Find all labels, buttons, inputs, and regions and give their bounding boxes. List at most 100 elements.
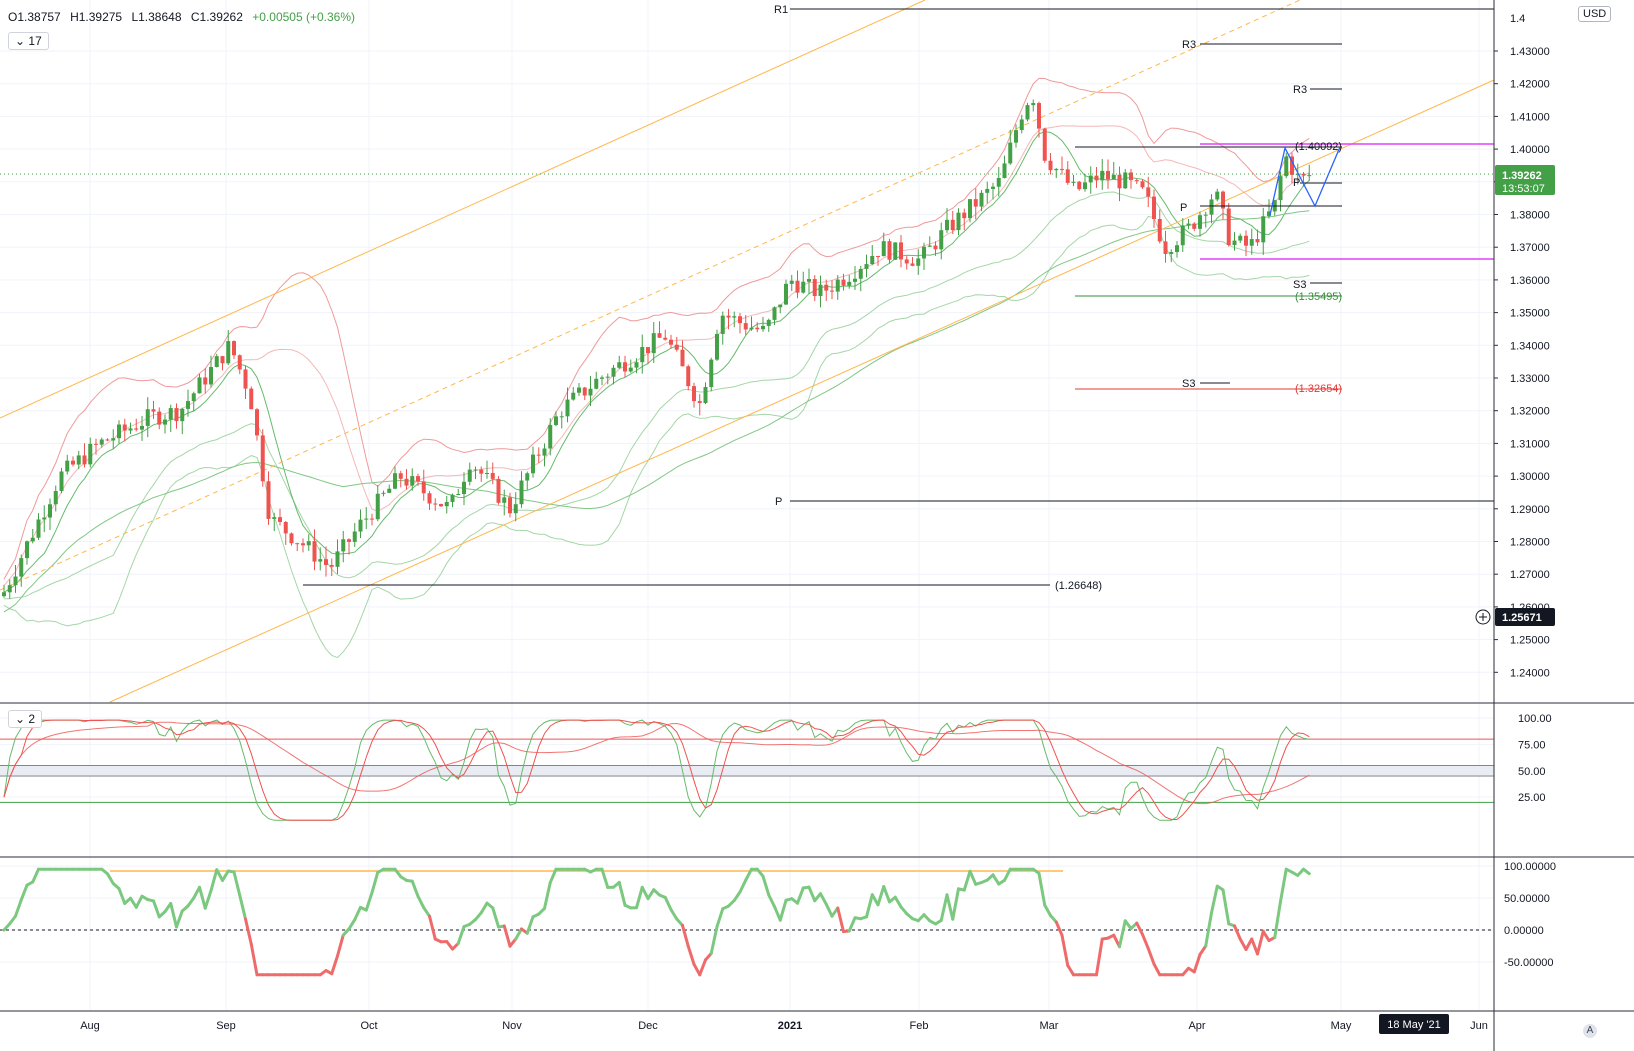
- candle-body: [416, 476, 420, 482]
- momentum-segment: [1118, 919, 1127, 949]
- candle-body: [1060, 168, 1064, 170]
- momentum-segment: [1238, 937, 1248, 951]
- momentum-segment: [709, 925, 719, 955]
- candle-body: [640, 347, 645, 363]
- momentum-segment: [847, 916, 857, 933]
- momentum-segment: [221, 869, 230, 882]
- crosshair-date-badge: [1379, 1014, 1449, 1034]
- candle-body: [858, 268, 863, 279]
- stoch-axis-label: 50.00: [1518, 766, 1546, 778]
- candle-body: [899, 242, 903, 260]
- price-tick-label: 1.38000: [1510, 210, 1550, 222]
- candle-body: [347, 539, 351, 542]
- price-tick-label: 1.27000: [1510, 569, 1550, 581]
- candle-body: [1261, 216, 1266, 243]
- candle-body: [824, 284, 829, 291]
- candle-body: [1100, 170, 1105, 181]
- momentum-segment: [1302, 867, 1311, 876]
- momentum-segment: [692, 962, 702, 977]
- momentum-segment: [134, 894, 144, 909]
- price-tick-label: 1.35000: [1510, 308, 1550, 320]
- candle-body: [605, 376, 610, 378]
- momentum-segment: [8, 914, 17, 926]
- momentum-segment: [514, 927, 523, 941]
- momentum-segment: [1273, 900, 1282, 939]
- momentum-segment: [198, 885, 207, 910]
- candle-body: [1301, 173, 1306, 176]
- candle-body: [1244, 235, 1248, 246]
- candle-body: [1106, 170, 1110, 180]
- momentum-segment: [819, 892, 828, 906]
- candle-body: [82, 455, 87, 465]
- candle-body: [220, 356, 225, 364]
- fast-ma-line: [3, 131, 1310, 593]
- momentum-segment: [370, 870, 380, 895]
- osc-collapse-button[interactable]: ⌄ 2: [8, 710, 43, 728]
- momentum-segment: [353, 905, 362, 922]
- momentum-segment: [646, 888, 656, 901]
- momentum-segment: [422, 906, 431, 918]
- candle-body: [42, 517, 47, 520]
- candle-body: [335, 551, 340, 567]
- momentum-segment: [761, 874, 771, 897]
- candle-body: [749, 327, 754, 330]
- auto-scale-button[interactable]: A: [1583, 1024, 1597, 1038]
- candle-body: [1037, 103, 1041, 129]
- candle-body: [893, 242, 898, 260]
- candle-body: [956, 212, 961, 231]
- main-collapse-button[interactable]: ⌄ 17: [8, 32, 49, 50]
- candle-body: [237, 355, 242, 370]
- candle-body: [623, 362, 627, 372]
- candle-body: [1192, 223, 1197, 229]
- candle-body: [479, 469, 484, 474]
- candle-body: [295, 543, 300, 545]
- price-tick-label: 1.40000: [1510, 144, 1550, 156]
- candle-body: [13, 576, 18, 586]
- currency-button[interactable]: USD: [1578, 6, 1612, 22]
- time-axis-label: Jun: [1470, 1020, 1488, 1032]
- candle-body: [939, 230, 944, 250]
- time-axis-label: May: [1331, 1020, 1352, 1032]
- price-tick-label: 1.41000: [1510, 111, 1550, 123]
- candle-body: [996, 177, 1001, 187]
- candle-body: [249, 388, 254, 410]
- momentum-segment: [773, 905, 782, 922]
- candle-body: [255, 409, 259, 436]
- candle-body: [157, 411, 162, 425]
- momentum-segment: [807, 885, 817, 903]
- momentum-segment: [1198, 944, 1208, 957]
- candle-body: [847, 281, 852, 286]
- candle-body: [1238, 235, 1243, 241]
- candle-body: [272, 517, 277, 519]
- candle-body: [168, 408, 173, 420]
- candle-body: [191, 393, 196, 402]
- candle-body: [30, 537, 35, 542]
- momentum-segment: [19, 883, 29, 902]
- candle-body: [1169, 252, 1174, 254]
- momentum-segment: [336, 933, 345, 958]
- momentum-segment: [617, 880, 627, 907]
- momentum-segment: [635, 885, 644, 910]
- momentum-segment: [31, 867, 40, 884]
- candle-body: [720, 315, 725, 334]
- candle-body: [669, 339, 673, 345]
- momentum-segment: [1043, 903, 1052, 917]
- ohlc-open: O1.38757: [8, 10, 61, 24]
- momentum-segment: [1256, 929, 1265, 956]
- candle-body: [111, 438, 116, 441]
- candle-body: [525, 473, 530, 481]
- main-period-value: 17: [28, 34, 42, 48]
- candle-body: [991, 186, 995, 189]
- momentum-segment: [1066, 963, 1075, 977]
- momentum-segment: [186, 896, 196, 908]
- candle-body: [496, 478, 501, 503]
- price-tick-label: 1.32000: [1510, 406, 1550, 418]
- candle-body: [25, 541, 29, 559]
- candle-body: [1307, 175, 1312, 177]
- candle-body: [243, 369, 248, 389]
- momentum-segment: [1233, 924, 1242, 941]
- ohlc-low: L1.38648: [131, 10, 182, 24]
- candle-body: [1209, 199, 1214, 215]
- candle-body: [755, 327, 760, 330]
